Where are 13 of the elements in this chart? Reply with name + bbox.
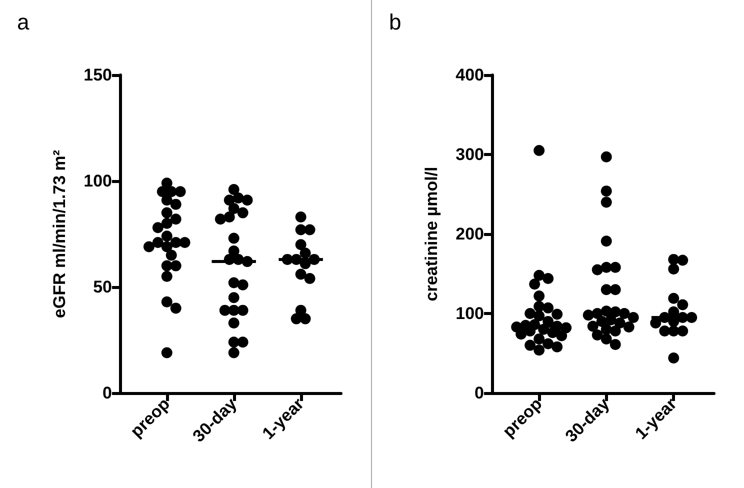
y-tick-label: 400 <box>456 66 484 84</box>
chart-title: b <box>389 10 402 34</box>
y-tick-label: 150 <box>84 66 112 84</box>
y-axis-title: creatinine µmol/l <box>422 166 441 302</box>
y-tick-label: 100 <box>84 172 112 190</box>
y-tick-label: 0 <box>102 384 112 402</box>
y-tick-label: 200 <box>456 224 484 244</box>
y-tick-label: 300 <box>456 145 484 164</box>
y-tick-label: 100 <box>456 304 484 323</box>
y-axis-title: eGFR ml/min/1.73 m² <box>50 150 69 318</box>
y-tick-label: 0 <box>474 384 484 402</box>
y-tick-label: 50 <box>93 278 112 296</box>
chart-title: a <box>17 10 30 34</box>
